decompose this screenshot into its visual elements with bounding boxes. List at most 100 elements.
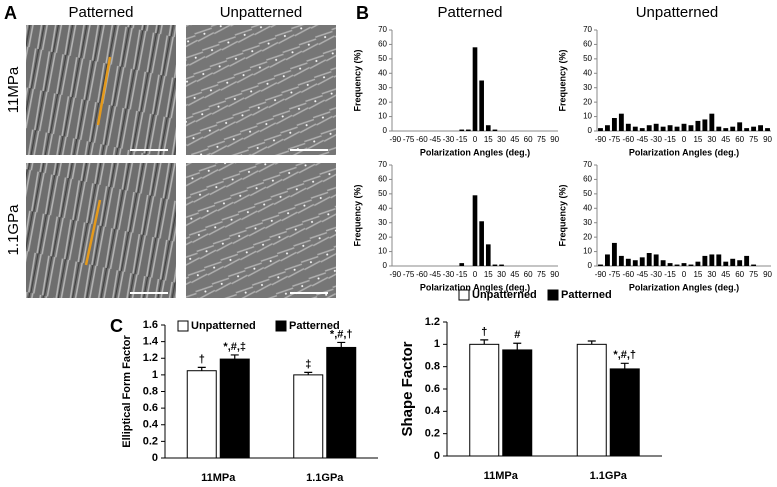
bar (660, 260, 666, 266)
x-axis-label: Polarization Angles (deg.) (420, 147, 530, 157)
panel-label: A (4, 3, 17, 23)
column-header: Unpatterned (636, 4, 719, 21)
bar (479, 80, 484, 131)
y-tick-label: 20 (378, 97, 387, 106)
panel-label: B (356, 3, 369, 23)
bar (485, 244, 491, 266)
y-tick-label: 1 (152, 369, 158, 381)
micrograph (26, 163, 176, 298)
y-axis-label: Elliptical Form Factor (121, 335, 133, 448)
x-tick-label: 1.1GPa (590, 470, 628, 482)
x-tick-label: -60 (623, 270, 635, 279)
x-tick-label: -60 (623, 135, 635, 144)
bar (646, 253, 652, 266)
x-tick-label: 30 (497, 135, 506, 144)
bar (751, 264, 757, 266)
annotation: † (199, 353, 205, 365)
legend-swatch (275, 320, 287, 332)
error-bar (620, 362, 629, 369)
y-axis-label: Frequency (%) (352, 184, 362, 246)
y-tick-label: 0 (588, 126, 593, 135)
bar (737, 260, 743, 266)
y-tick-label: 50 (378, 54, 387, 63)
x-tick-label: -30 (650, 270, 662, 279)
column-header: Unpatterned (220, 4, 303, 21)
error-bar (587, 340, 596, 345)
x-tick-label: -30 (650, 135, 662, 144)
bar (723, 128, 729, 131)
x-tick-label: 15 (484, 135, 493, 144)
annotation: *,#,† (613, 349, 636, 361)
y-tick-label: 70 (583, 25, 592, 34)
bar (646, 125, 652, 131)
bar (730, 258, 736, 266)
y-tick-label: 0 (434, 450, 440, 462)
bar (625, 123, 631, 131)
bar (293, 374, 324, 459)
error-bar (337, 341, 346, 348)
bar (751, 126, 757, 131)
error-bar (480, 339, 489, 345)
x-axis-label: Polarization Angles (deg.) (420, 282, 530, 292)
bar (618, 113, 624, 131)
y-tick-label: 70 (378, 160, 387, 169)
x-tick-label: 90 (550, 270, 559, 279)
y-tick-label: 70 (583, 160, 592, 169)
bar (709, 113, 715, 131)
y-tick-label: 10 (583, 112, 592, 121)
row-header: 11MPa (5, 66, 22, 113)
y-tick-label: 60 (583, 175, 592, 184)
bar (653, 254, 659, 266)
y-tick-label: 0.6 (425, 383, 440, 395)
y-axis-label: Frequency (%) (557, 184, 567, 246)
legend-label: Unpatterned (472, 289, 537, 301)
y-tick-label: 10 (378, 112, 387, 121)
bar (485, 125, 491, 131)
legend-label: Patterned (561, 289, 612, 301)
x-tick-label: -15 (664, 135, 676, 144)
arrow (84, 199, 102, 266)
y-tick-label: 0.6 (143, 402, 158, 414)
bar (576, 343, 607, 457)
bar (459, 263, 465, 266)
x-tick-label: -90 (595, 135, 607, 144)
bar (186, 370, 217, 459)
arrow (96, 56, 112, 126)
micrograph (26, 25, 176, 155)
bar (702, 119, 708, 131)
x-tick-label: -75 (403, 135, 415, 144)
y-tick-label: 30 (378, 83, 387, 92)
y-tick-label: 0.8 (425, 361, 440, 373)
x-tick-label: 75 (537, 270, 546, 279)
x-tick-label: 60 (735, 270, 744, 279)
x-tick-label: 30 (707, 135, 716, 144)
y-tick-label: 40 (583, 203, 592, 212)
bar (219, 358, 250, 459)
bar (667, 125, 673, 131)
micrograph (186, 25, 336, 155)
bar (618, 255, 624, 266)
annotation: *,#,† (330, 328, 353, 340)
bar (609, 368, 640, 457)
y-tick-label: 20 (583, 97, 592, 106)
micrograph (186, 163, 336, 298)
y-axis-label: Frequency (%) (352, 49, 362, 111)
y-tick-label: 1 (434, 338, 440, 350)
bar (611, 242, 617, 266)
legend-label: Unpatterned (191, 320, 256, 332)
bar (688, 125, 694, 131)
bar (730, 126, 736, 131)
bar (605, 254, 610, 266)
legend-swatch (547, 289, 559, 301)
bar (479, 221, 484, 266)
x-tick-label: 0 (682, 135, 687, 144)
y-tick-label: 60 (378, 175, 387, 184)
y-tick-label: 30 (378, 218, 387, 227)
error-bar (304, 371, 313, 375)
x-tick-label: -45 (636, 135, 648, 144)
bar (472, 195, 478, 266)
y-tick-label: 40 (583, 68, 592, 77)
error-bar (197, 366, 206, 371)
x-axis-label: Polarization Angles (deg.) (629, 147, 739, 157)
x-tick-label: 75 (537, 135, 546, 144)
